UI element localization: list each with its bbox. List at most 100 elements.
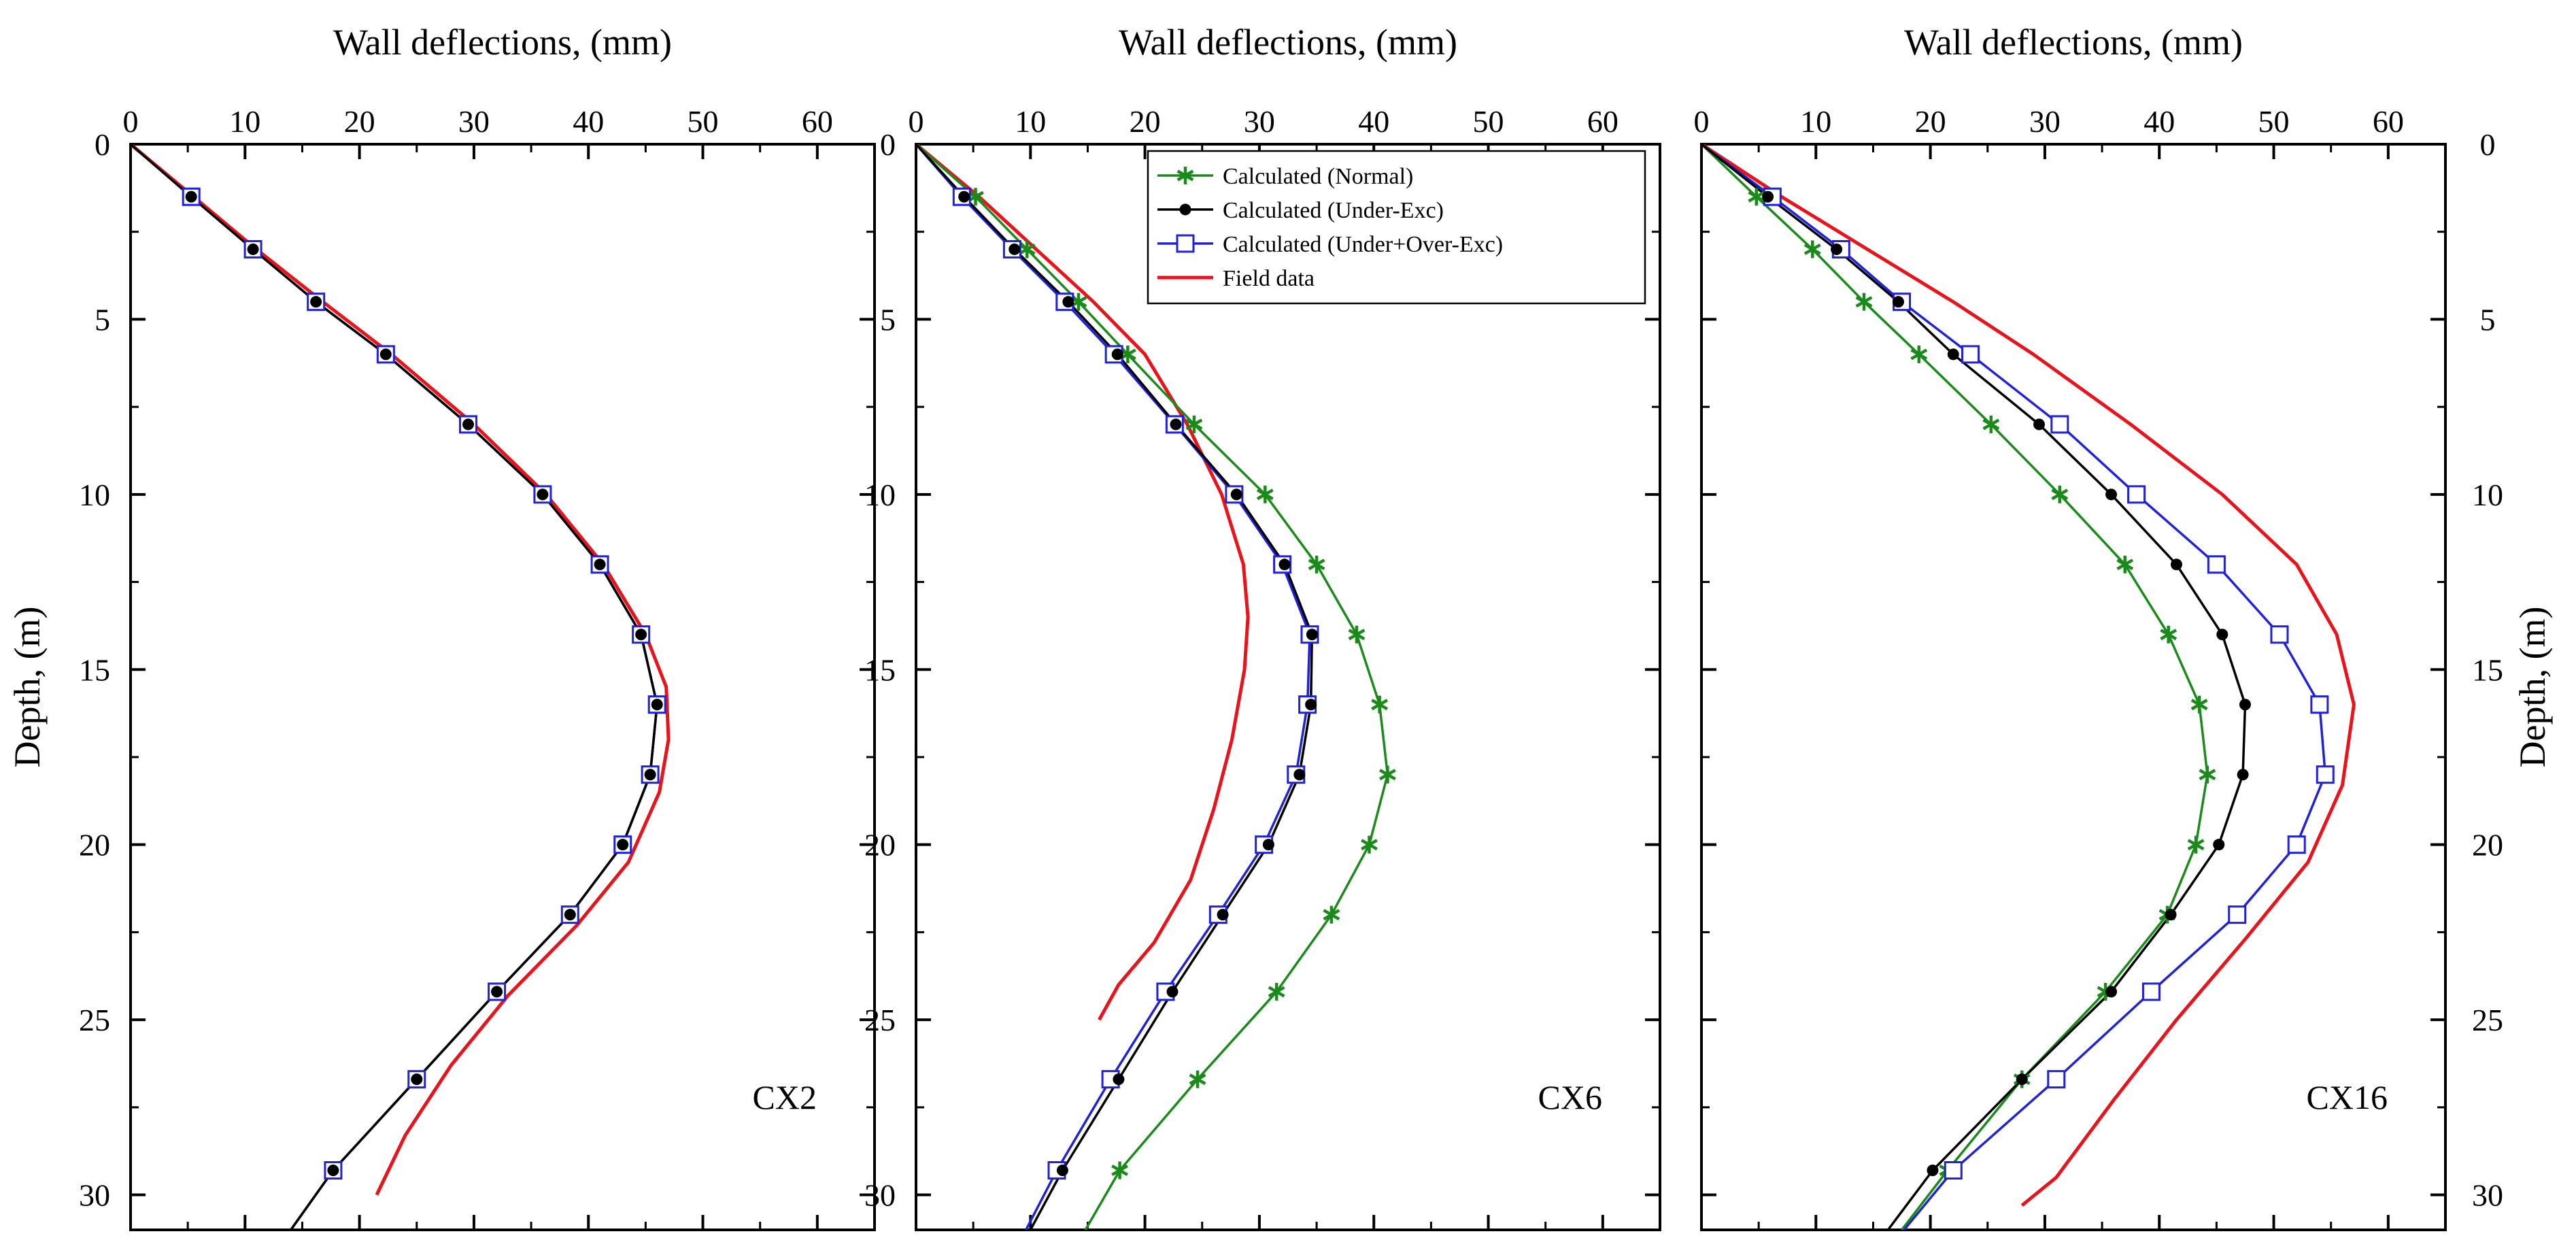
marker-normal <box>1185 415 1203 433</box>
marker-under_exc <box>2237 769 2249 781</box>
x-tick-label: 30 <box>1244 104 1275 139</box>
y-tick-label: 20 <box>2472 828 2503 863</box>
marker-under_exc <box>1305 699 1317 711</box>
series-line-under_exc <box>131 144 658 1230</box>
x-tick-label: 10 <box>229 104 260 139</box>
x-axis-title: Wall deflections, (mm) <box>1119 22 1457 63</box>
marker-normal <box>2190 695 2208 714</box>
marker-under_exc <box>958 190 970 203</box>
marker-under_exc <box>1113 1073 1125 1086</box>
x-tick-label: 30 <box>458 104 490 139</box>
series-line-normal <box>131 144 658 1230</box>
y-tick-label: 25 <box>864 1003 896 1037</box>
panel-cx16: 0 10 20 30 40 50 60 0 5 10 15 20 25 30 Wall deflection… <box>1694 22 2553 1231</box>
marker-under_exc <box>1762 190 1774 203</box>
y-tick-label: 25 <box>2472 1003 2503 1037</box>
plot-frame <box>1700 143 2447 1231</box>
marker-normal <box>1256 485 1274 503</box>
series-line-under_exc <box>1701 144 2247 1230</box>
x-tick-label: 60 <box>802 104 833 139</box>
legend-label: Calculated (Under+Over-Exc) <box>1223 232 1503 257</box>
legend-box <box>1147 150 1646 305</box>
marker-under_exc <box>491 986 503 998</box>
marker-under_exc <box>1009 243 1021 255</box>
marker-normal <box>1268 982 1285 1001</box>
marker-under_exc <box>379 348 392 361</box>
marker-normal <box>2116 555 2134 573</box>
marker-normal <box>1371 695 1389 714</box>
marker-under_exc <box>1293 769 1306 781</box>
y-tick-label: 30 <box>864 1178 896 1213</box>
marker-under_exc <box>594 558 606 571</box>
y-tick-label: 0 <box>95 127 110 162</box>
panel-label: CX6 <box>1538 1078 1602 1116</box>
series-line-under_over_exc <box>1701 144 2327 1230</box>
marker-under_exc <box>537 488 549 501</box>
y-axis-title: Depth, (m) <box>2512 607 2553 768</box>
marker-under_exc <box>1892 296 1904 308</box>
x-tick-label: 60 <box>1587 104 1619 139</box>
marker-under_over_exc <box>2207 555 2226 574</box>
plot-area <box>1701 144 2356 1230</box>
x-tick-label: 10 <box>1800 104 1831 139</box>
marker-under_over_exc <box>2047 1070 2066 1089</box>
series-line-normal <box>916 144 1389 1230</box>
x-tick-label: 20 <box>1915 104 1946 139</box>
y-tick-label: 10 <box>2472 478 2503 512</box>
panel-cx2: 0 10 20 30 40 50 60 0 5 10 15 20 25 30 Wall deflection… <box>7 22 876 1231</box>
x-tick-label: 50 <box>688 104 719 139</box>
x-tick-label: 40 <box>1358 104 1389 139</box>
panel-label: CX2 <box>753 1078 817 1116</box>
panel-label: CX16 <box>2307 1078 2388 1116</box>
y-tick-label: 0 <box>2480 127 2496 162</box>
x-tick-label: 50 <box>2258 104 2290 139</box>
marker-normal <box>2199 765 2216 784</box>
series-line-under_over_exc <box>916 144 1311 1230</box>
marker-under_exc <box>564 909 576 921</box>
marker-under_exc <box>1062 296 1074 308</box>
x-tick-label: 40 <box>2143 104 2175 139</box>
marker-under_over_exc <box>2228 905 2247 924</box>
marker-normal <box>1910 345 1928 363</box>
y-tick-label: 5 <box>880 302 896 337</box>
y-tick-label: 15 <box>2472 652 2503 687</box>
marker-under_exc <box>651 699 663 711</box>
x-axis-title: Wall deflections, (mm) <box>333 22 672 63</box>
marker-under_over_exc <box>2141 982 2160 1001</box>
marker-under_exc <box>411 1073 423 1086</box>
x-tick-label: 60 <box>2373 104 2404 139</box>
marker-normal <box>1018 240 1036 258</box>
marker-normal <box>1748 188 1765 206</box>
y-tick-label: 10 <box>864 478 896 512</box>
marker-under_exc <box>635 629 647 641</box>
y-tick-label: 20 <box>864 828 896 863</box>
marker-under_exc <box>310 296 322 308</box>
marker-under_exc <box>617 839 629 851</box>
plot-area <box>131 144 671 1230</box>
marker-normal <box>2160 625 2177 644</box>
series-line-field <box>131 144 671 1196</box>
plot-frame <box>915 143 1661 1231</box>
plot-frame <box>129 143 876 1231</box>
marker-under_exc <box>2216 629 2228 641</box>
plot-area <box>916 144 1396 1230</box>
marker-under_over_exc <box>1944 1160 1963 1180</box>
marker-under_exc <box>1230 488 1242 501</box>
legend-label: Calculated (Normal) <box>1223 164 1413 189</box>
legend: Calculated (Normal) Calculated (Under-Exc… <box>1147 150 1646 305</box>
x-tick-label: 0 <box>1694 104 1710 139</box>
x-tick-label: 40 <box>573 104 604 139</box>
marker-under_exc <box>1170 418 1182 431</box>
marker-normal <box>1803 240 1821 258</box>
marker-under_over_exc <box>2287 835 2306 854</box>
marker-under_exc <box>247 243 259 255</box>
marker-under_exc <box>1927 1164 1939 1176</box>
marker-normal <box>1189 1070 1206 1088</box>
series-line-under_exc <box>916 144 1314 1230</box>
marker-under_exc <box>2165 909 2177 921</box>
marker-normal <box>1378 765 1396 784</box>
marker-under_exc <box>1111 348 1123 361</box>
y-tick-label: 5 <box>2480 302 2496 337</box>
marker-under_exc <box>1278 558 1291 571</box>
marker-normal <box>2187 835 2205 854</box>
